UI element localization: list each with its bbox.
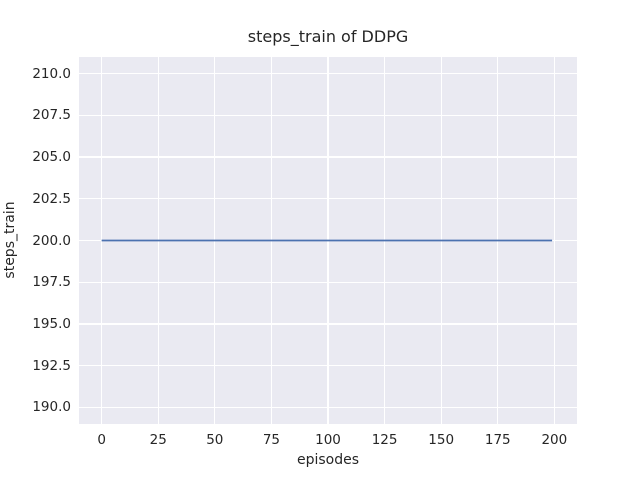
y-tick-label: 202.5: [32, 190, 71, 207]
gridline-horizontal: [79, 73, 577, 75]
gridline-horizontal: [79, 198, 577, 200]
y-tick-label: 195.0: [32, 315, 71, 332]
y-tick-label: 207.5: [32, 107, 71, 124]
gridline-horizontal: [79, 364, 577, 367]
data-series-layer: [101, 239, 553, 242]
y-tick-label: 205.0: [32, 149, 71, 166]
x-tick-label: 175: [484, 432, 511, 448]
gridline-horizontal: [79, 156, 577, 158]
y-tick-label: 197.5: [32, 274, 71, 291]
gridline-horizontal: [79, 114, 577, 117]
plot-area: [79, 57, 577, 424]
x-tick-label: 200: [541, 432, 568, 448]
x-tick-label: 50: [206, 432, 224, 448]
y-tick-label: 192.5: [32, 357, 71, 374]
x-tick-label: 0: [97, 432, 106, 448]
y-tick-label: 210.0: [32, 65, 71, 82]
y-tick-label: 190.0: [32, 399, 71, 416]
x-tick-label: 125: [371, 432, 398, 448]
y-tick-label: 200.0: [32, 232, 71, 249]
gridline-horizontal: [79, 323, 577, 325]
gridline-horizontal: [79, 281, 577, 283]
x-tick-label: 25: [149, 432, 167, 448]
gridline-horizontal: [79, 406, 577, 408]
x-tick-label: 100: [315, 432, 341, 448]
x-tick-label: 150: [428, 432, 455, 448]
x-axis-label: episodes: [296, 452, 360, 468]
chart-title: steps_train of DDPG: [247, 27, 409, 46]
x-tick-label: 75: [262, 432, 280, 448]
